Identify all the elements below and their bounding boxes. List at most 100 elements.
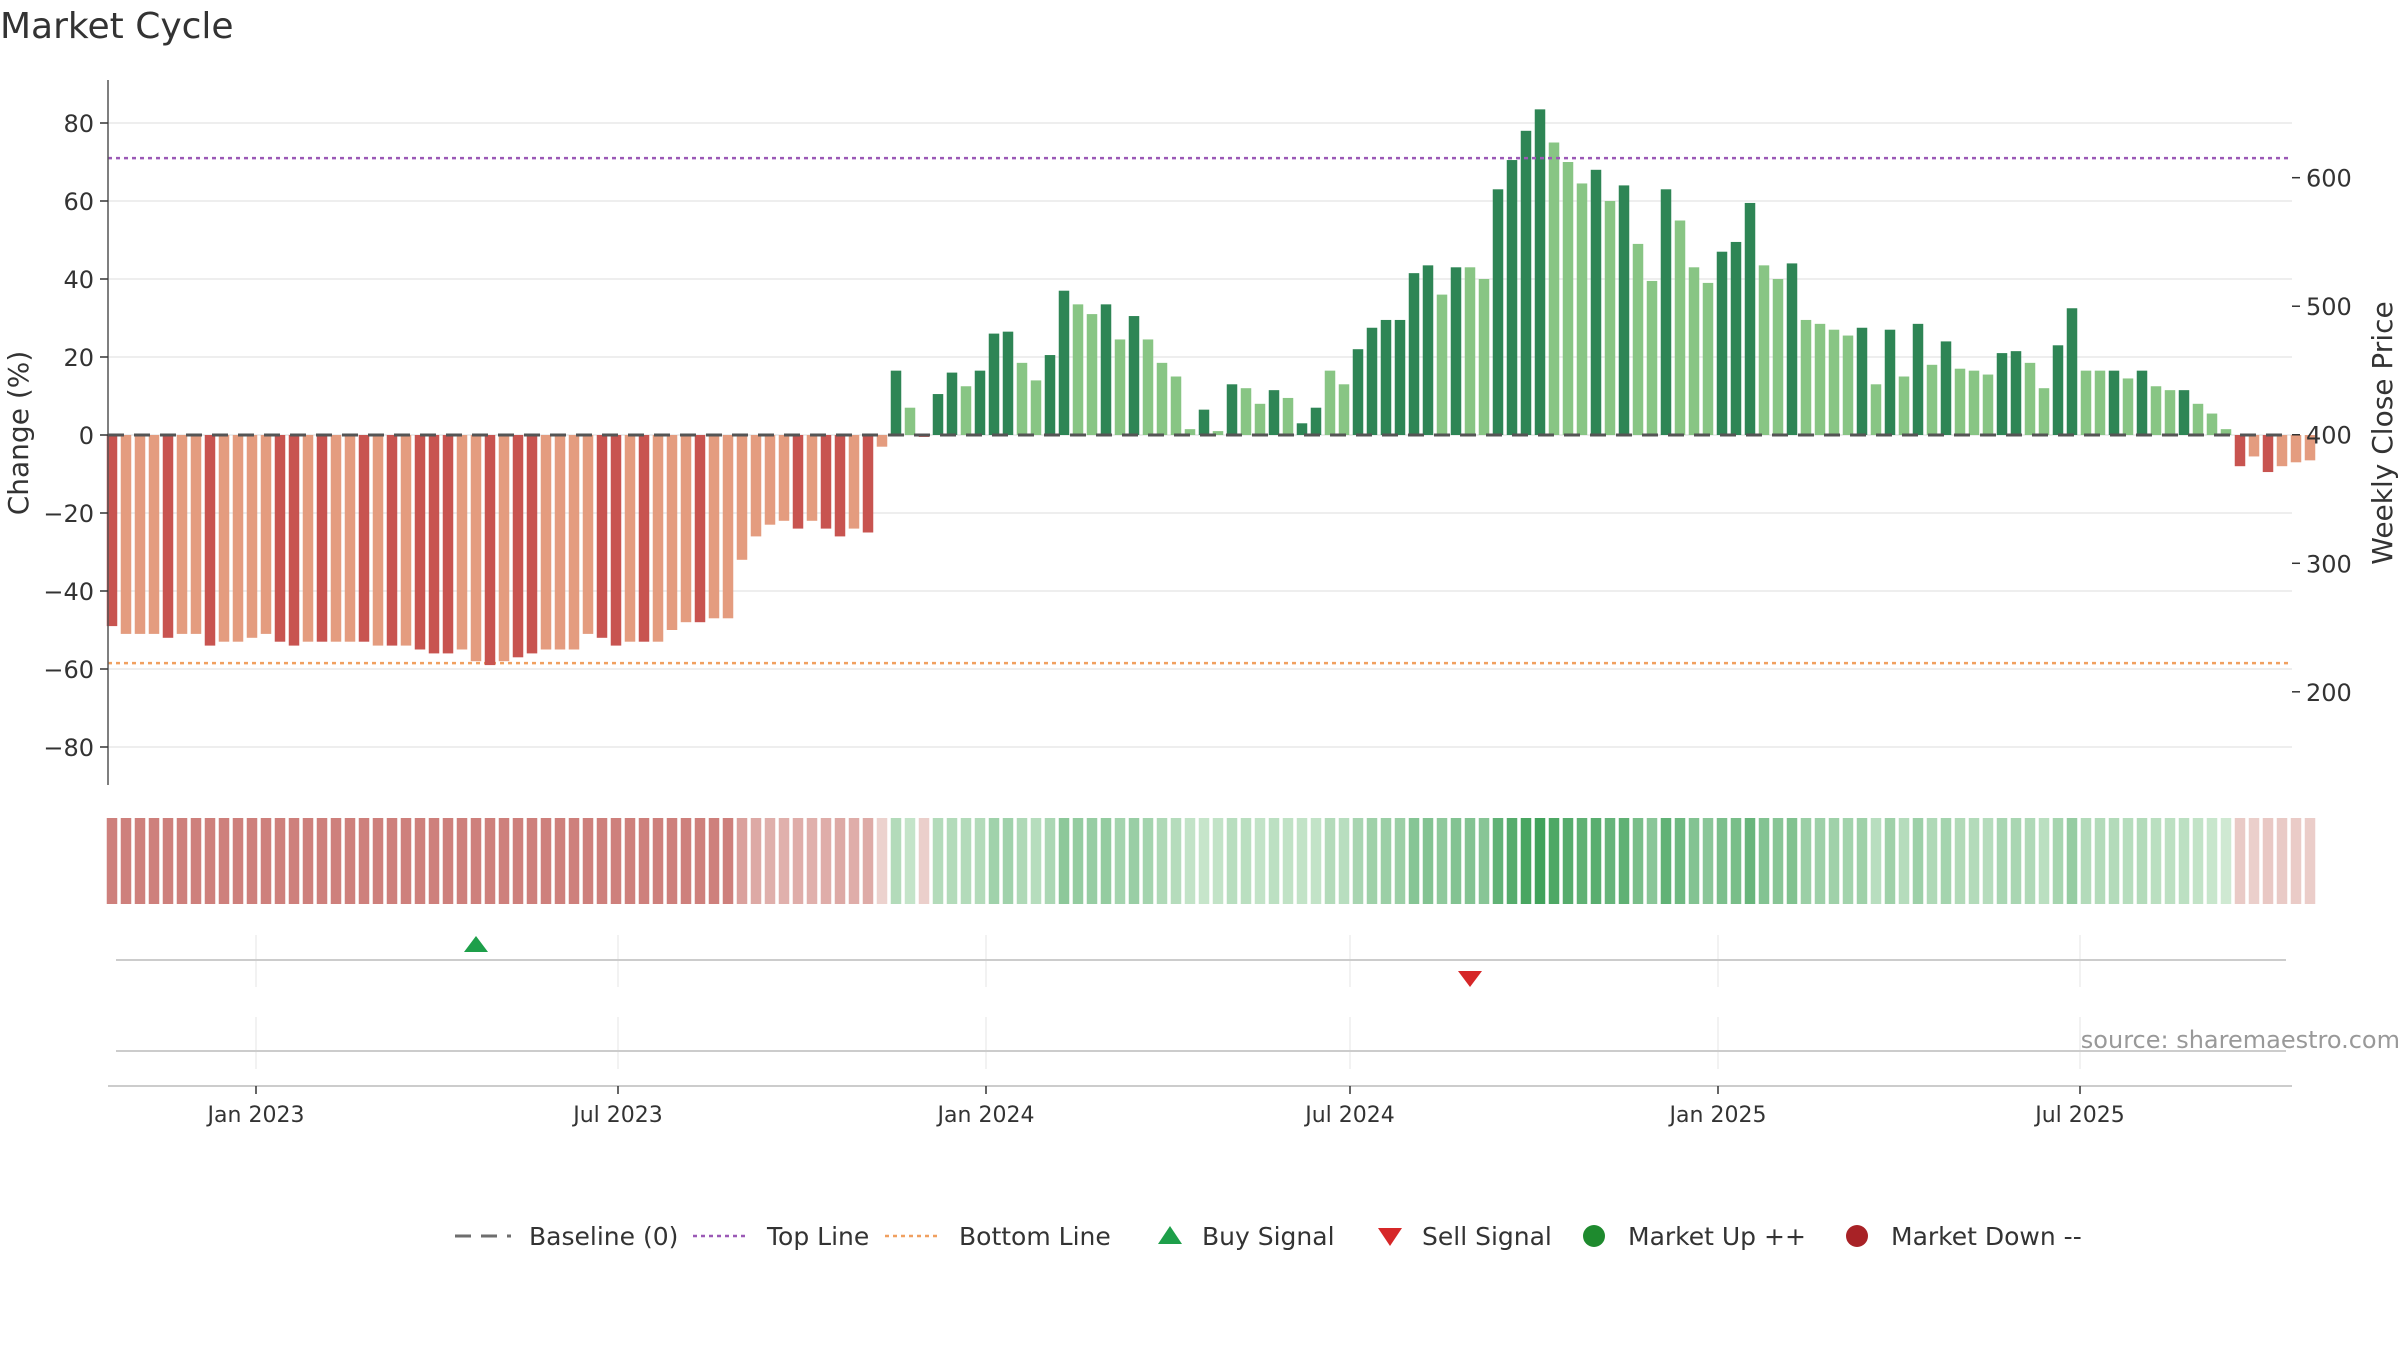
heat-cell <box>218 818 230 904</box>
change-bar <box>1674 220 1686 435</box>
heat-cell <box>1268 818 1280 904</box>
heat-cell <box>1114 818 1126 904</box>
x-tick-label: Jan 2025 <box>1668 1103 1767 1128</box>
change-bar <box>1450 267 1462 435</box>
heat-cell <box>2038 818 2050 904</box>
change-bar <box>778 435 790 521</box>
legend-item: Market Down -- <box>1846 1222 2082 1251</box>
heat-cell <box>904 818 916 904</box>
change-bar <box>1338 384 1350 435</box>
heat-cell <box>246 818 258 904</box>
right-y-axis-ticks: 600 500 400 300 200 <box>2292 165 2352 707</box>
change-bar <box>1072 304 1084 435</box>
heat-cell <box>1870 818 1882 904</box>
change-bar <box>792 435 804 529</box>
heat-cell <box>1100 818 1112 904</box>
heat-cell <box>876 818 888 904</box>
heat-cell <box>666 818 678 904</box>
change-bar <box>708 435 720 619</box>
change-bar <box>1786 263 1798 435</box>
heat-cell <box>190 818 202 904</box>
change-bar <box>1324 370 1336 435</box>
change-bar <box>610 435 622 646</box>
change-bar <box>1828 329 1840 435</box>
heat-cell <box>2234 818 2246 904</box>
heat-cell <box>1996 818 2008 904</box>
heat-cell <box>890 818 902 904</box>
change-bar <box>2248 435 2260 457</box>
signal-panel <box>116 935 2286 1069</box>
change-bar <box>1366 327 1378 435</box>
heat-cell <box>1072 818 1084 904</box>
heat-cell <box>414 818 426 904</box>
legend-item: Sell Signal <box>1378 1222 1552 1251</box>
change-bar <box>302 435 314 642</box>
change-bar <box>1184 429 1196 435</box>
change-bar <box>2262 435 2274 473</box>
heat-cell <box>1492 818 1504 904</box>
heat-cell <box>2304 818 2316 904</box>
change-bar <box>2192 403 2204 435</box>
change-bar <box>1436 294 1448 435</box>
legend-label: Market Down -- <box>1891 1222 2082 1251</box>
change-bar <box>1716 251 1728 435</box>
change-bar <box>974 370 986 435</box>
heat-cell <box>134 818 146 904</box>
heat-cell <box>1394 818 1406 904</box>
heat-cell <box>610 818 622 904</box>
change-bar <box>1394 319 1406 435</box>
change-bar <box>260 435 272 634</box>
heat-cell <box>1926 818 1938 904</box>
change-bar <box>1856 327 1868 435</box>
heat-cell <box>400 818 412 904</box>
change-bar <box>694 435 706 623</box>
change-bar <box>1646 280 1658 435</box>
change-bar <box>638 435 650 642</box>
heat-cell <box>946 818 958 904</box>
heat-cell <box>330 818 342 904</box>
change-bar <box>1562 162 1574 435</box>
chart-title: Market Cycle <box>0 6 234 47</box>
heat-cell <box>106 818 118 904</box>
change-bar <box>1940 341 1952 435</box>
change-bar <box>526 435 538 654</box>
heat-cell <box>372 818 384 904</box>
change-bar <box>1212 431 1224 435</box>
change-bar <box>2220 429 2232 435</box>
heat-cell <box>932 818 944 904</box>
change-bar <box>2080 370 2092 435</box>
right-y-tick-label: 600 <box>2306 165 2352 193</box>
heat-cell <box>1058 818 1070 904</box>
change-bar <box>2066 308 2078 435</box>
heat-cell <box>288 818 300 904</box>
change-bar <box>106 435 118 627</box>
change-bar <box>1632 243 1644 435</box>
heat-cell <box>1128 818 1140 904</box>
left-y-tick-label: 20 <box>63 344 94 372</box>
heat-cell <box>1800 818 1812 904</box>
change-bar <box>806 435 818 521</box>
change-bar <box>736 435 748 560</box>
change-bar <box>596 435 608 638</box>
change-bar <box>2122 378 2134 435</box>
change-bar <box>1982 374 1994 435</box>
heat-cell <box>176 818 188 904</box>
heat-cell <box>2080 818 2092 904</box>
change-bar <box>1926 364 1938 435</box>
change-bar <box>2108 370 2120 435</box>
heat-cell <box>2066 818 2078 904</box>
x-axis: Jan 2023 Jul 2023 Jan 2024 Jul 2024 Jan 2025… <box>108 1085 2292 1128</box>
change-bar <box>750 435 762 537</box>
change-bar <box>1310 407 1322 435</box>
heat-cell <box>1534 818 1546 904</box>
heat-cell <box>1982 818 1994 904</box>
heat-cell <box>1366 818 1378 904</box>
change-bar <box>624 435 636 642</box>
change-bar <box>1254 403 1266 435</box>
change-bar <box>1030 380 1042 435</box>
heat-cell <box>1422 818 1434 904</box>
heat-cell <box>2052 818 2064 904</box>
heat-cell <box>386 818 398 904</box>
change-bar <box>1772 279 1784 435</box>
change-bar <box>666 435 678 630</box>
